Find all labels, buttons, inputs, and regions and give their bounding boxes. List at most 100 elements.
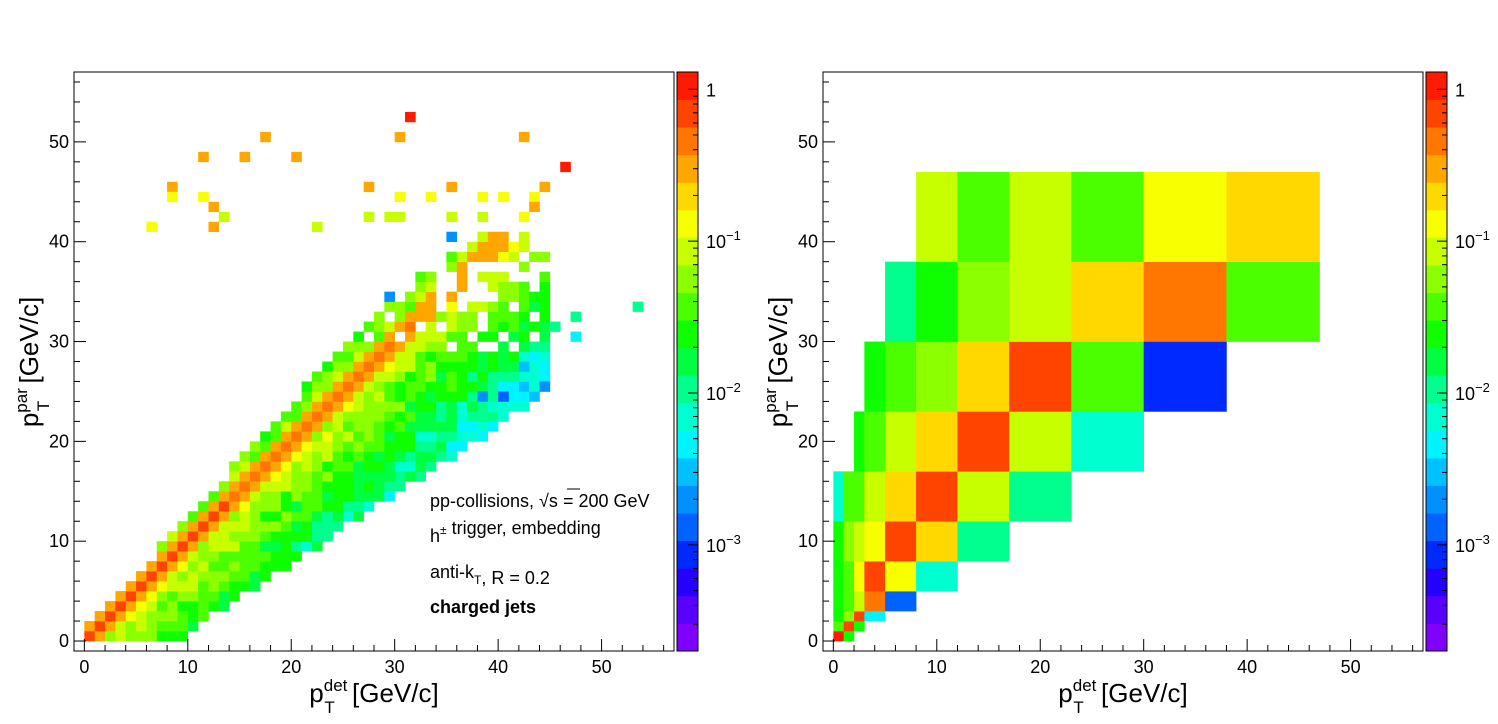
left-colorbar-segment <box>677 402 698 431</box>
left-heatmap-bin <box>322 451 333 462</box>
left-heatmap-bin <box>311 471 323 482</box>
right-heatmap-bin <box>957 471 1010 522</box>
right-colorbar-segment <box>1426 402 1447 431</box>
left-heatmap-bin <box>311 421 323 432</box>
left-heatmap-bin <box>280 551 292 562</box>
right-colorbar-segment <box>1426 154 1447 183</box>
left-heatmap-bin <box>487 301 499 312</box>
left-heatmap-bin <box>539 351 551 362</box>
left-heatmap-bin <box>280 421 292 432</box>
left-heatmap-bin <box>208 581 220 592</box>
right-colorbar-segment <box>1426 320 1447 349</box>
left-heatmap-bin <box>425 351 437 362</box>
left-heatmap-bin <box>342 371 354 382</box>
left-heatmap-bin <box>229 541 240 552</box>
left-heatmap-bin <box>436 431 447 442</box>
left-heatmap-bin <box>270 551 282 562</box>
right-colorbar-segment <box>1426 430 1447 459</box>
left-heatmap-bin <box>301 521 313 532</box>
left-heatmap-bin <box>363 361 375 372</box>
left-heatmap-bin <box>322 391 333 402</box>
left-heatmap-bin <box>518 351 530 362</box>
left-heatmap-bin <box>363 181 375 193</box>
left-heatmap-bin <box>363 411 375 422</box>
left-heatmap-bin <box>384 381 395 392</box>
left-heatmap-bin <box>425 411 437 422</box>
right-colorbar-segment <box>1426 209 1447 238</box>
left-heatmap-bin <box>342 431 354 442</box>
left-heatmap-bin <box>487 331 499 342</box>
left-heatmap-bin <box>94 611 106 622</box>
left-heatmap-bin <box>270 481 282 492</box>
left-heatmap-bin <box>498 291 509 302</box>
left-heatmap-bin <box>446 441 458 452</box>
left-annotations: pp-collisions, √s = 200 GeV h± trigger, e… <box>430 488 650 617</box>
left-heatmap-bin <box>415 391 427 402</box>
left-heatmap-bin <box>311 491 323 502</box>
left-heatmap-bin <box>156 541 168 552</box>
left-heatmap-bin <box>436 371 447 382</box>
left-heatmap-bin <box>311 441 323 452</box>
left-heatmap-bin <box>456 381 468 392</box>
left-heatmap-bin <box>167 611 178 622</box>
left-colorbar-segment <box>677 375 698 404</box>
right-heatmap-bin <box>833 471 844 522</box>
left-heatmap-bin <box>229 471 240 482</box>
left-heatmap-bin <box>508 401 520 412</box>
left-heatmap-bin <box>332 361 344 372</box>
left-heatmap-bin <box>311 391 323 402</box>
left-heatmap-bin <box>446 391 458 402</box>
left-heatmap-bin <box>239 561 251 572</box>
left-heatmap-bin <box>436 381 447 392</box>
left-heatmap-bin <box>239 521 251 532</box>
left-heatmap-bin <box>136 571 147 582</box>
left-heatmap-bin <box>301 501 313 512</box>
left-heatmap-bin <box>487 391 499 402</box>
left-heatmap-bin <box>415 331 427 342</box>
left-heatmap-bin <box>198 611 209 622</box>
left-colorbar-segment <box>677 72 698 100</box>
left-heatmap-bin <box>539 361 551 372</box>
left-heatmap-bin <box>260 531 271 542</box>
left-heatmap-bin <box>270 541 282 552</box>
left-heatmap-bin <box>218 601 230 612</box>
left-heatmap-bin <box>405 321 416 332</box>
left-heatmap-bin <box>498 251 509 262</box>
left-heatmap-bin <box>529 251 540 262</box>
left-heatmap-bin <box>342 351 354 362</box>
left-heatmap-bin <box>518 211 530 223</box>
left-heatmap-bin <box>529 301 540 312</box>
left-heatmap-bin <box>529 201 540 213</box>
left-heatmap-bin <box>301 391 313 402</box>
right-heatmap-bin <box>1071 411 1144 472</box>
left-heatmap-bin <box>260 521 271 532</box>
left-heatmap-bin <box>353 331 364 342</box>
right-heatmap-bin <box>957 171 1010 262</box>
left-heatmap-bin <box>446 231 458 242</box>
left-annotation-line: pp-collisions, √s = 200 GeV <box>430 491 650 511</box>
left-heatmap-bin <box>415 361 427 372</box>
left-heatmap-bin <box>291 461 302 472</box>
left-heatmap-bin <box>146 561 158 572</box>
right-colorbar-segment <box>1426 237 1447 266</box>
left-heatmap-bin <box>363 211 375 223</box>
left-heatmap-bin <box>374 451 385 462</box>
left-heatmap-bin <box>456 271 468 282</box>
left-colorbar-segment <box>677 623 698 652</box>
left-colorbar-segment <box>677 595 698 624</box>
left-heatmap-bin <box>239 571 251 582</box>
left-heatmap-bin <box>487 411 499 422</box>
right-x-tick-label: 30 <box>1134 657 1154 677</box>
left-heatmap-bin <box>374 341 385 352</box>
left-x-tick-label: 30 <box>385 657 405 677</box>
left-heatmap-bin <box>291 411 302 422</box>
left-heatmap-bin <box>518 231 530 242</box>
left-heatmap-bin <box>260 561 271 572</box>
left-heatmap-bin <box>384 301 395 312</box>
left-heatmap-bin <box>156 631 168 642</box>
left-heatmap-bin <box>374 351 385 362</box>
left-heatmap-bin <box>187 511 199 522</box>
left-heatmap-bin <box>539 291 551 302</box>
left-heatmap-bin <box>539 271 551 282</box>
left-heatmap-bin <box>425 301 437 312</box>
